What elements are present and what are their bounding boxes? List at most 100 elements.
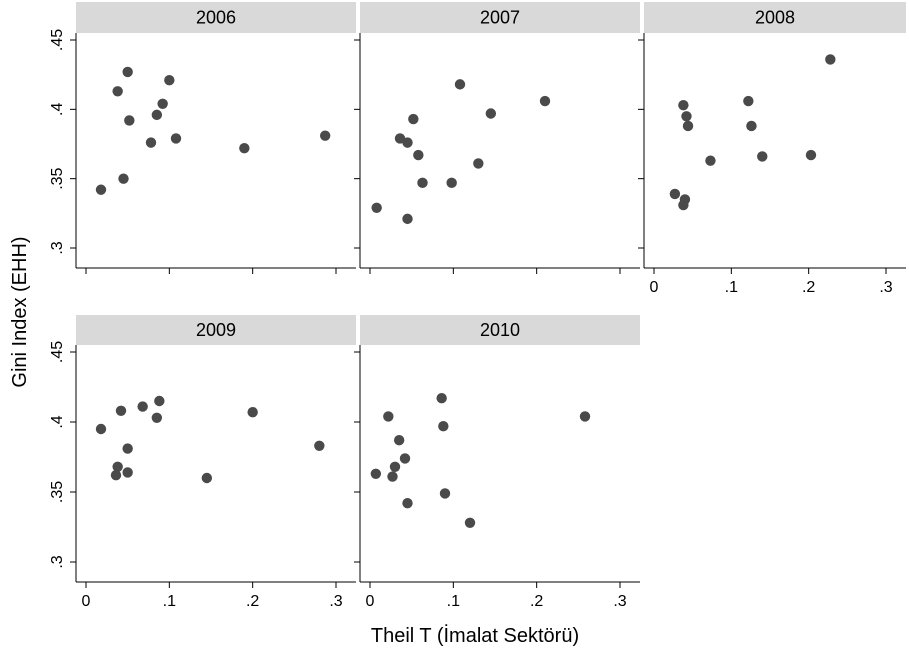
panel-title: 2010 (480, 320, 520, 340)
y-tick-label: .4 (49, 103, 66, 116)
data-point (669, 188, 681, 200)
data-point (247, 407, 258, 418)
x-tick-label: .1 (447, 593, 460, 610)
x-tick-label: .2 (802, 279, 815, 296)
plot-area (360, 33, 640, 268)
data-point (122, 443, 133, 454)
data-point (678, 99, 689, 111)
panel-2007: 2007 (354, 2, 640, 274)
data-point (110, 470, 122, 481)
data-point (170, 133, 182, 144)
data-point (399, 453, 411, 464)
data-point (413, 149, 424, 161)
y-tick-label: .3 (49, 555, 66, 568)
data-point (746, 120, 757, 132)
data-point (95, 423, 107, 435)
data-point (757, 151, 768, 162)
data-point (151, 412, 163, 423)
x-tick-label: .1 (725, 279, 738, 296)
data-point (122, 467, 133, 478)
data-point (319, 130, 331, 141)
panel-strip (644, 2, 906, 33)
data-point (438, 421, 449, 432)
data-point (95, 184, 107, 195)
panel-strip (360, 315, 640, 345)
data-point (137, 401, 148, 412)
data-point (387, 471, 398, 482)
plot-area (644, 33, 906, 268)
data-point (446, 177, 457, 189)
y-tick-label: .45 (49, 29, 66, 51)
data-point (454, 79, 466, 90)
data-point (485, 108, 497, 119)
plot-area (360, 345, 640, 582)
data-point (112, 461, 123, 472)
data-point (314, 440, 325, 451)
panel-strip (360, 2, 640, 33)
y-axis-title: Gini Index (EHH) (9, 236, 31, 387)
plot-area (76, 345, 356, 582)
data-point (164, 75, 175, 86)
data-point (370, 468, 382, 479)
data-point (118, 173, 129, 184)
data-point (579, 411, 591, 422)
data-point (539, 95, 551, 107)
y-tick-label: .4 (49, 415, 66, 428)
panel-title: 2006 (196, 8, 236, 28)
panel-strip (76, 315, 356, 345)
data-point (681, 111, 692, 122)
data-point (122, 66, 133, 78)
data-point (805, 149, 817, 161)
data-point (682, 120, 694, 132)
x-axis-title: Theil T (İmalat Sektörü) (371, 624, 579, 647)
plot-area (76, 33, 356, 268)
data-point (124, 115, 135, 126)
data-point (402, 213, 413, 225)
panel-2006: 2006 .3 .35 .4 .45 (49, 2, 356, 274)
x-tick-label: 0 (650, 279, 659, 296)
panel-2009: 2009 .3 .35 .4 .45 0 .1 .2 .3 (49, 315, 356, 610)
x-tick-label: 0 (82, 593, 91, 610)
data-point (157, 98, 168, 109)
data-point (393, 435, 405, 446)
data-point (115, 405, 127, 416)
panel-strip (76, 2, 356, 33)
data-point (201, 472, 213, 484)
panels: 2006 .3 .35 .4 .45 2007 2008 0 .1 .2 .3 2009 .3 .35 .4… (49, 2, 906, 610)
y-tick-label: .35 (49, 481, 66, 503)
x-tick-label: .3 (879, 279, 892, 296)
x-tick-label: .3 (329, 593, 342, 610)
data-point (825, 54, 836, 65)
x-tick-label: .1 (163, 593, 176, 610)
data-point (402, 137, 413, 148)
data-point (439, 488, 451, 499)
data-point (145, 137, 157, 148)
y-tick-label: .35 (49, 167, 66, 189)
data-point (389, 461, 401, 472)
data-point (679, 194, 691, 205)
data-point (436, 393, 447, 404)
x-tick-label: .3 (613, 593, 626, 610)
panel-title: 2008 (755, 8, 795, 28)
panel-2010: 2010 0 .1 .2 .3 (354, 315, 640, 610)
data-point (371, 202, 382, 213)
x-tick-label: 0 (366, 593, 375, 610)
data-point (473, 158, 484, 169)
y-tick-label: .45 (49, 341, 66, 363)
data-point (239, 142, 250, 154)
panel-title: 2009 (196, 320, 236, 340)
panel-2008: 2008 0 .1 .2 .3 (638, 2, 906, 296)
data-point (151, 109, 163, 121)
data-point (408, 113, 419, 125)
y-tick-label: .3 (49, 241, 66, 254)
data-point (743, 95, 754, 107)
x-tick-label: .2 (530, 593, 543, 610)
data-point (112, 86, 123, 97)
data-point (383, 411, 394, 422)
data-point (154, 395, 165, 407)
data-point (402, 498, 413, 509)
x-tick-label: .2 (246, 593, 259, 610)
data-point (464, 517, 476, 528)
data-point (705, 155, 716, 166)
